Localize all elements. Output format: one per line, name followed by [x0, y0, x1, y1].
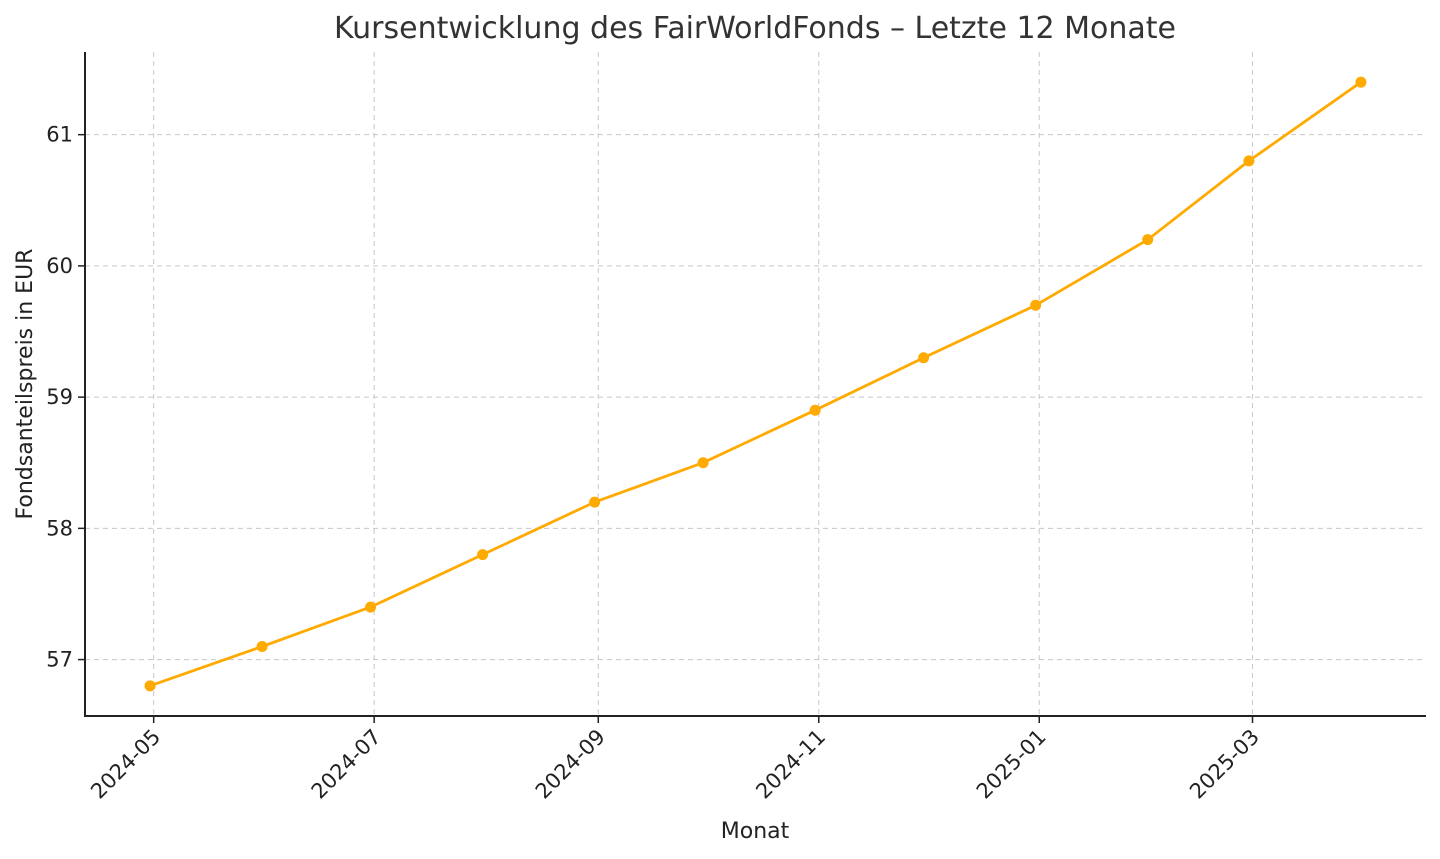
data-point [1243, 155, 1255, 167]
series-line [149, 81, 1362, 688]
chart-title: Kursentwicklung des FairWorldFonds – Let… [334, 11, 1176, 46]
grid [85, 52, 1426, 716]
data-point [1142, 234, 1154, 246]
data-point [477, 549, 489, 561]
x-tick-label: 2025-01 [972, 725, 1051, 804]
data-point [1355, 76, 1367, 88]
ticks: 57 58 59 60 61 2024-05 2024-07 2024-09 2024-11 20… [46, 123, 1264, 804]
series [144, 76, 1367, 692]
data-point [365, 601, 377, 613]
y-axis-label: Fondsanteilspreis in EUR [13, 249, 38, 520]
axes [84, 52, 1426, 717]
y-tick-label: 61 [46, 123, 73, 147]
x-tick-label: 2025-03 [1185, 725, 1264, 804]
y-tick-label: 58 [46, 516, 73, 540]
x-tick-label: 2024-05 [86, 725, 165, 804]
data-point [1030, 299, 1042, 311]
x-tick-label: 2024-11 [751, 725, 830, 804]
data-point [144, 680, 156, 692]
x-tick-label: 2024-07 [307, 725, 386, 804]
data-point [256, 640, 268, 652]
data-point [589, 496, 601, 508]
x-tick-label: 2024-09 [531, 725, 610, 804]
y-tick-label: 60 [46, 254, 73, 278]
data-point [918, 352, 930, 364]
y-tick-label: 57 [46, 648, 73, 672]
y-tick-label: 59 [46, 385, 73, 409]
x-axis-label: Monat [721, 819, 790, 844]
data-point [697, 457, 709, 469]
data-point [809, 404, 821, 416]
